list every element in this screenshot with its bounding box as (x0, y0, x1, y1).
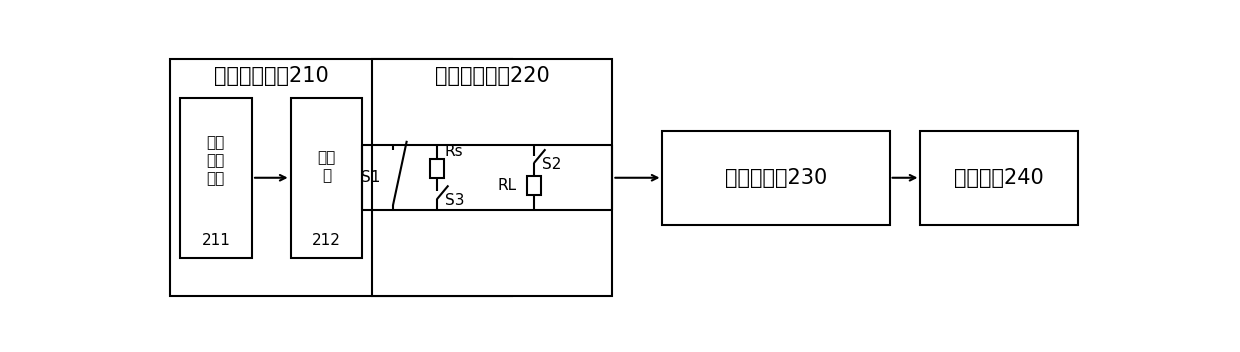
Bar (170, 59, 512, 296)
Text: S3: S3 (444, 193, 464, 208)
Text: 储能模块240: 储能模块240 (955, 168, 1044, 188)
Bar (527, 176, 541, 195)
Text: 光伏发电模块210: 光伏发电模块210 (213, 66, 329, 86)
Text: S1: S1 (361, 170, 381, 185)
Bar (372, 59, 613, 296)
Bar (662, 131, 889, 225)
Text: 211: 211 (201, 233, 231, 249)
Text: RL: RL (497, 178, 517, 193)
Bar (920, 131, 1079, 225)
Bar (430, 159, 444, 178)
Text: 太阳
能电
池板: 太阳 能电 池板 (207, 135, 224, 186)
Text: S2: S2 (542, 157, 560, 172)
Text: Rs: Rs (444, 144, 464, 159)
Bar (180, 98, 252, 258)
Text: 212: 212 (312, 233, 341, 249)
Text: 稳压
器: 稳压 器 (317, 150, 336, 183)
Text: 模式设置模块220: 模式设置模块220 (435, 66, 549, 86)
Bar (290, 98, 362, 258)
Text: 主电路模块230: 主电路模块230 (725, 168, 827, 188)
